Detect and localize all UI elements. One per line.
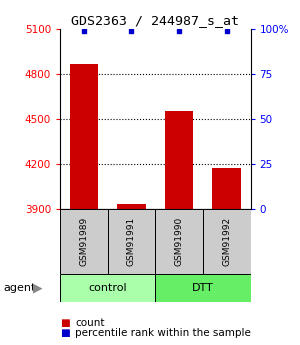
Bar <box>203 209 250 274</box>
Text: count: count <box>75 318 104 327</box>
Text: GSM91991: GSM91991 <box>127 217 136 266</box>
Text: DTT: DTT <box>192 283 214 293</box>
Text: agent: agent <box>3 283 35 293</box>
Bar <box>212 168 241 209</box>
Bar <box>155 274 250 302</box>
Title: GDS2363 / 244987_s_at: GDS2363 / 244987_s_at <box>71 14 239 27</box>
Text: ■: ■ <box>60 318 70 327</box>
Bar <box>70 64 98 209</box>
Text: GSM91992: GSM91992 <box>222 217 231 266</box>
Bar <box>117 204 146 209</box>
Bar <box>60 209 108 274</box>
Text: GSM91989: GSM91989 <box>79 217 88 266</box>
Text: percentile rank within the sample: percentile rank within the sample <box>75 328 251 338</box>
Bar <box>155 209 203 274</box>
Text: ▶: ▶ <box>33 282 42 295</box>
Text: GSM91990: GSM91990 <box>175 217 184 266</box>
Bar <box>108 209 155 274</box>
Bar <box>165 111 193 209</box>
Text: ■: ■ <box>60 328 70 338</box>
Text: control: control <box>88 283 127 293</box>
Bar <box>60 274 155 302</box>
